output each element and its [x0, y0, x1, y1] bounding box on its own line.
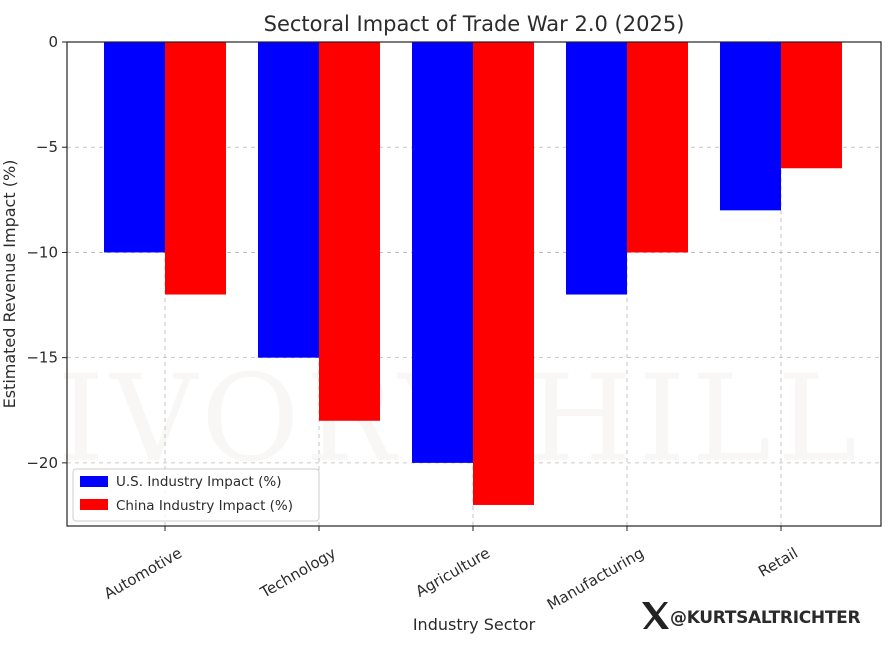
x-tick-label: Manufacturing [544, 544, 647, 614]
x-ticks: Automotive Technology Agriculture Manufactu… [101, 526, 801, 614]
chart-title: Sectoral Impact of Trade War 2.0 (2025) [264, 12, 685, 36]
legend-box [72, 468, 320, 522]
y-tick-label: −10 [26, 243, 58, 261]
bar-china-manufacturing [627, 42, 688, 253]
bars [104, 42, 842, 505]
legend-swatch-china [80, 499, 108, 510]
plot-frame [66, 41, 882, 527]
y-ticks: 0 −5 −10 −15 −20 [26, 33, 67, 472]
legend-swatch-us [80, 476, 108, 487]
credit: @KURTSALTRICHTER [642, 602, 861, 629]
bar-china-retail [781, 42, 842, 169]
y-tick-label: −15 [26, 349, 58, 367]
bar-us-automotive [104, 42, 165, 253]
x-tick-label: Agriculture [413, 544, 493, 601]
x-logo-icon [642, 602, 669, 629]
legend-label-us: U.S. Industry Impact (%) [116, 474, 282, 490]
y-tick-label: −20 [26, 454, 58, 472]
bar-china-technology [319, 42, 380, 421]
x-tick-label: Technology [256, 544, 339, 602]
bar-china-agriculture [473, 42, 534, 505]
credit-handle: @KURTSALTRICHTER [670, 608, 860, 628]
y-axis-label: Estimated Revenue Impact (%) [0, 160, 19, 409]
x-tick-label: Retail [755, 544, 801, 581]
bar-us-technology [258, 42, 319, 358]
legend: U.S. Industry Impact (%) China Industry … [72, 468, 320, 522]
x-axis-label: Industry Sector [413, 615, 536, 634]
y-tick-label: 0 [48, 33, 58, 51]
bar-us-retail [720, 42, 781, 211]
legend-label-china: China Industry Impact (%) [116, 498, 293, 514]
bar-us-manufacturing [566, 42, 627, 295]
bar-china-automotive [165, 42, 226, 295]
y-tick-label: −5 [36, 138, 58, 156]
bar-us-agriculture [412, 42, 473, 463]
x-tick-label: Automotive [101, 544, 185, 603]
